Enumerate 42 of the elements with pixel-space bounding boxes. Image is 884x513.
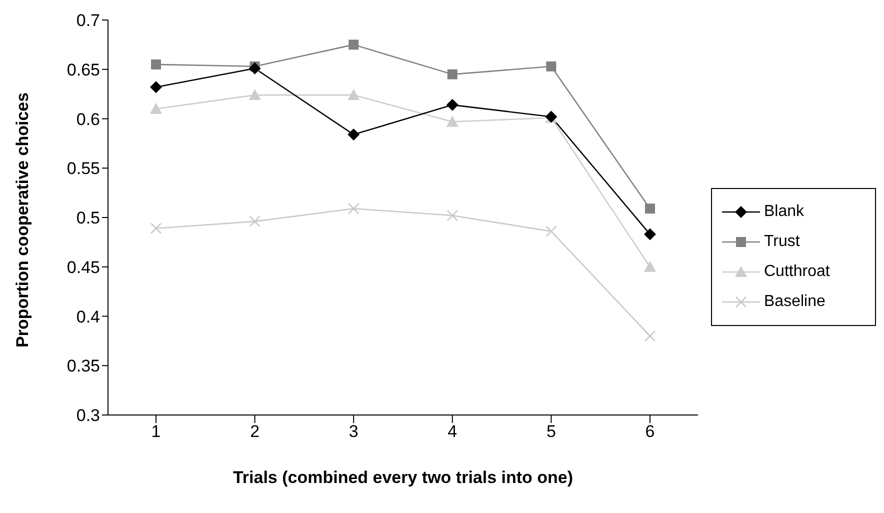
x-tick-label: 3: [348, 422, 358, 442]
y-tick-label: 0.4: [76, 307, 100, 326]
x-tick-label: 2: [250, 422, 260, 442]
point: [150, 222, 162, 234]
point: [644, 330, 656, 342]
x-tick-label: 6: [645, 422, 655, 442]
y-axis-title: Proportion cooperative choices: [13, 92, 32, 348]
point: [446, 116, 458, 127]
point: [546, 61, 556, 72]
y-tick-label: 0.6: [76, 110, 100, 129]
y-tick-label: 0.35: [66, 356, 100, 376]
point: [348, 128, 360, 141]
y-tick-label: 0.5: [76, 208, 100, 228]
point: [446, 210, 458, 222]
legend-label: Blank: [764, 202, 804, 220]
point: [348, 202, 360, 214]
x-axis-title: Trials (combined every two trials into one): [232, 468, 574, 487]
point: [546, 226, 557, 237]
y-tick-label: 0.45: [66, 258, 100, 277]
point: [645, 204, 655, 214]
point: [248, 62, 261, 74]
point: [249, 216, 260, 228]
point: [644, 228, 656, 240]
y-tick-label: 0.3: [76, 406, 100, 426]
point: [248, 89, 261, 100]
point: [150, 102, 162, 114]
point: [151, 59, 161, 70]
legend-label: Baseline: [764, 292, 826, 310]
point: [447, 69, 458, 80]
x-tick-label: 1: [151, 422, 161, 442]
point: [348, 40, 359, 50]
legend-label: Trust: [764, 232, 800, 250]
point: [644, 260, 656, 272]
x-tick-label: 5: [546, 422, 556, 442]
point: [446, 98, 458, 111]
y-tick-label: 0.65: [66, 60, 100, 80]
point: [348, 89, 360, 100]
y-tick-label: 0.55: [66, 159, 100, 178]
x-tick-label: 4: [448, 422, 458, 442]
point: [150, 81, 162, 94]
y-tick-label: 0.7: [76, 11, 100, 30]
legend-label: Cutthroat: [764, 262, 830, 280]
